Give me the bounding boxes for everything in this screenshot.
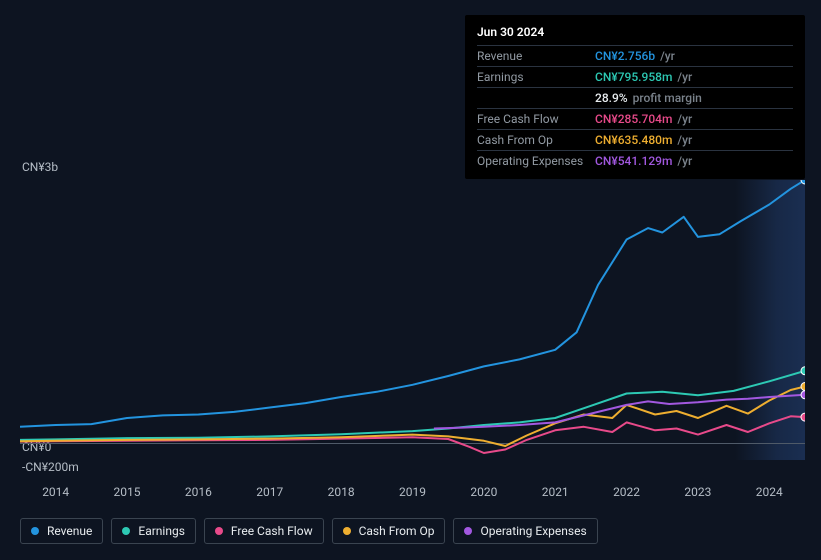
tooltip-row: Cash From OpCN¥635.480m /yr (477, 129, 793, 150)
tooltip-row: EarningsCN¥795.958m /yr (477, 66, 793, 87)
legend-item-label: Cash From Op (359, 524, 435, 538)
legend-item-earnings[interactable]: Earnings (111, 518, 196, 544)
x-axis: 2014201520162017201820192020202120222023… (20, 485, 805, 499)
tooltip-row-suffix: /yr (674, 154, 692, 168)
tooltip-row-label (477, 90, 595, 106)
tooltip-row-label: Earnings (477, 69, 595, 85)
tooltip-row-value: CN¥541.129m /yr (595, 153, 692, 169)
tooltip-row-value: 28.9% profit margin (595, 90, 702, 106)
series-line-revenue (20, 180, 805, 427)
tooltip-row-label: Cash From Op (477, 132, 595, 148)
tooltip-row: 28.9% profit margin (477, 87, 793, 108)
x-axis-tick: 2023 (662, 485, 733, 499)
chart-plot-area[interactable] (20, 180, 805, 460)
x-axis-tick: 2015 (91, 485, 162, 499)
tooltip-row-label: Revenue (477, 48, 595, 64)
legend-item-label: Free Cash Flow (231, 524, 313, 538)
x-axis-tick: 2020 (448, 485, 519, 499)
y-axis-top-label: CN¥3b (22, 160, 58, 174)
legend-dot-icon (464, 527, 472, 535)
series-end-dot-revenue (801, 180, 805, 184)
x-axis-tick: 2024 (734, 485, 805, 499)
chart-svg (20, 180, 805, 460)
legend-item-label: Revenue (47, 524, 92, 538)
tooltip-row-value: CN¥795.958m /yr (595, 69, 692, 85)
tooltip-row-value: CN¥635.480m /yr (595, 132, 692, 148)
legend-dot-icon (343, 527, 351, 535)
legend-item-operating-expenses[interactable]: Operating Expenses (453, 518, 597, 544)
legend-item-revenue[interactable]: Revenue (20, 518, 103, 544)
tooltip-row-suffix: /yr (674, 133, 692, 147)
legend-item-cash-from-op[interactable]: Cash From Op (332, 518, 446, 544)
legend-dot-icon (31, 527, 39, 535)
tooltip-row-value: CN¥285.704m /yr (595, 111, 692, 127)
series-end-dot-operating-expenses (801, 391, 805, 399)
series-end-dot-cash-from-op (801, 383, 805, 391)
tooltip-row-value: CN¥2.756b /yr (595, 48, 675, 64)
x-axis-tick: 2018 (305, 485, 376, 499)
x-axis-tick: 2017 (234, 485, 305, 499)
tooltip-row-suffix: /yr (657, 49, 675, 63)
series-end-dot-free-cash-flow (801, 413, 805, 421)
legend-dot-icon (215, 527, 223, 535)
x-axis-tick: 2016 (163, 485, 234, 499)
tooltip-row-label: Operating Expenses (477, 153, 595, 169)
legend-item-free-cash-flow[interactable]: Free Cash Flow (204, 518, 324, 544)
x-axis-tick: 2019 (377, 485, 448, 499)
tooltip-rows: RevenueCN¥2.756b /yrEarningsCN¥795.958m … (477, 45, 793, 171)
tooltip-row: RevenueCN¥2.756b /yr (477, 45, 793, 66)
legend-item-label: Operating Expenses (480, 524, 586, 538)
tooltip-row-suffix: /yr (674, 112, 692, 126)
legend-dot-icon (122, 527, 130, 535)
tooltip-date: Jun 30 2024 (477, 21, 793, 45)
y-axis-bottom-label: -CN¥200m (22, 460, 79, 474)
tooltip-row-suffix: /yr (674, 70, 692, 84)
tooltip-row: Free Cash FlowCN¥285.704m /yr (477, 108, 793, 129)
tooltip-row-suffix: profit margin (630, 91, 702, 105)
tooltip-row-label: Free Cash Flow (477, 111, 595, 127)
series-line-earnings (20, 371, 805, 440)
series-end-dot-earnings (801, 367, 805, 375)
chart-legend: Revenue Earnings Free Cash Flow Cash From O… (20, 518, 598, 544)
chart-tooltip: Jun 30 2024 RevenueCN¥2.756b /yrEarnings… (465, 15, 805, 179)
x-axis-tick: 2022 (591, 485, 662, 499)
x-axis-tick: 2021 (520, 485, 591, 499)
legend-item-label: Earnings (138, 524, 185, 538)
tooltip-row: Operating ExpensesCN¥541.129m /yr (477, 150, 793, 171)
x-axis-tick: 2014 (20, 485, 91, 499)
